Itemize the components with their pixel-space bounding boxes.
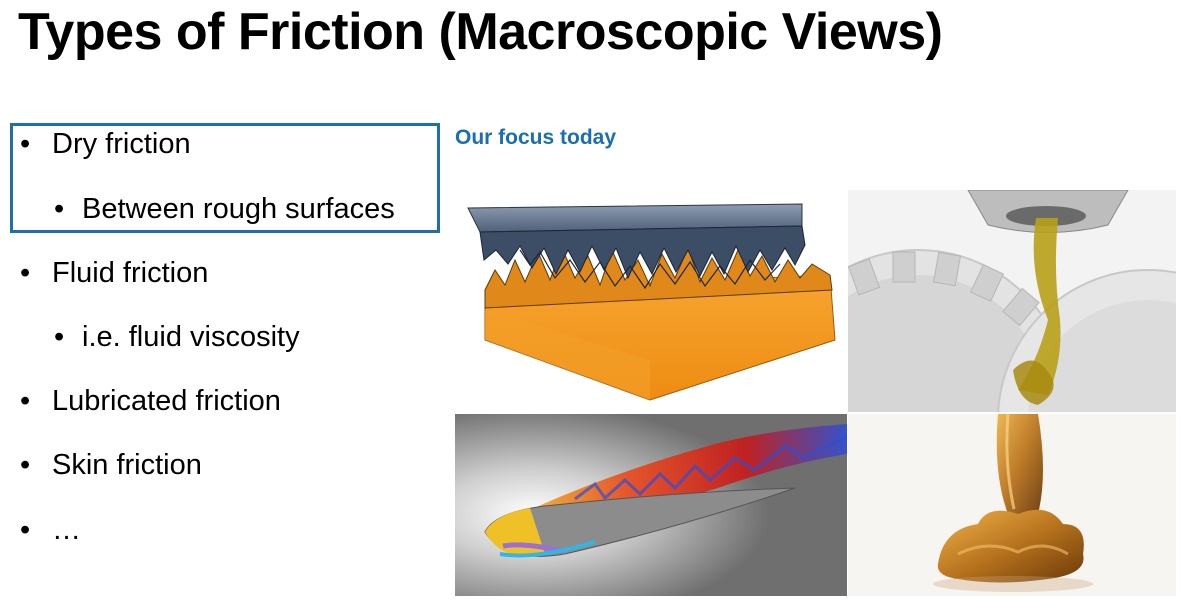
- bullet-text: Fluid friction: [52, 257, 209, 289]
- oil-on-gears-image: [848, 190, 1176, 412]
- bullet-glyph: •: [54, 193, 65, 225]
- focus-highlight-box: [10, 123, 440, 233]
- rough-surfaces-contact-image: [460, 190, 845, 412]
- bullet-text: Dry friction: [52, 128, 191, 160]
- bullet-glyph: •: [54, 321, 65, 353]
- bullet-glyph: •: [20, 449, 31, 481]
- bullet-text: …: [52, 514, 81, 546]
- bullet-text: Lubricated friction: [52, 385, 281, 417]
- bullet-text: Between rough surfaces: [82, 193, 395, 225]
- bullet-text: Skin friction: [52, 449, 202, 481]
- slide-title: Types of Friction (Macroscopic Views): [18, 3, 943, 61]
- focus-label: Our focus today: [455, 126, 617, 149]
- bullet-text: i.e. fluid viscosity: [82, 321, 300, 353]
- bullet-glyph: •: [20, 385, 31, 417]
- bullet-glyph: •: [20, 514, 31, 546]
- airfoil-turbulence-image: [455, 414, 847, 596]
- honey-drip-image: [848, 414, 1176, 596]
- bullet-glyph: •: [20, 128, 31, 160]
- bullet-glyph: •: [20, 257, 31, 289]
